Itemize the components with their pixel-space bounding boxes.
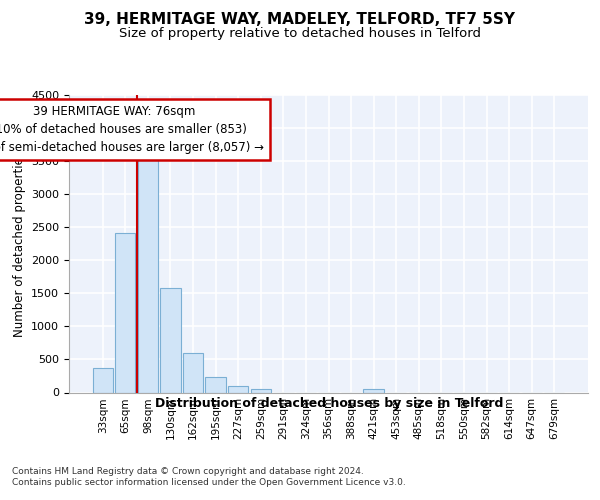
Bar xyxy=(138,154,158,392)
Bar xyxy=(115,232,136,392)
Text: 39 HERMITAGE WAY: 76sqm
← 10% of detached houses are smaller (853)
90% of semi-d: 39 HERMITAGE WAY: 76sqm ← 10% of detache… xyxy=(0,105,264,154)
Bar xyxy=(364,389,384,392)
Y-axis label: Number of detached properties: Number of detached properties xyxy=(13,151,26,337)
Text: Contains HM Land Registry data © Crown copyright and database right 2024.
Contai: Contains HM Land Registry data © Crown c… xyxy=(12,468,406,487)
Bar xyxy=(251,388,271,392)
Bar xyxy=(205,378,226,392)
Bar xyxy=(183,353,203,393)
Bar xyxy=(92,368,113,392)
Text: Distribution of detached houses by size in Telford: Distribution of detached houses by size … xyxy=(155,398,503,410)
Bar xyxy=(228,386,248,392)
Bar xyxy=(160,288,181,393)
Text: 39, HERMITAGE WAY, MADELEY, TELFORD, TF7 5SY: 39, HERMITAGE WAY, MADELEY, TELFORD, TF7… xyxy=(85,12,515,28)
Text: Size of property relative to detached houses in Telford: Size of property relative to detached ho… xyxy=(119,28,481,40)
